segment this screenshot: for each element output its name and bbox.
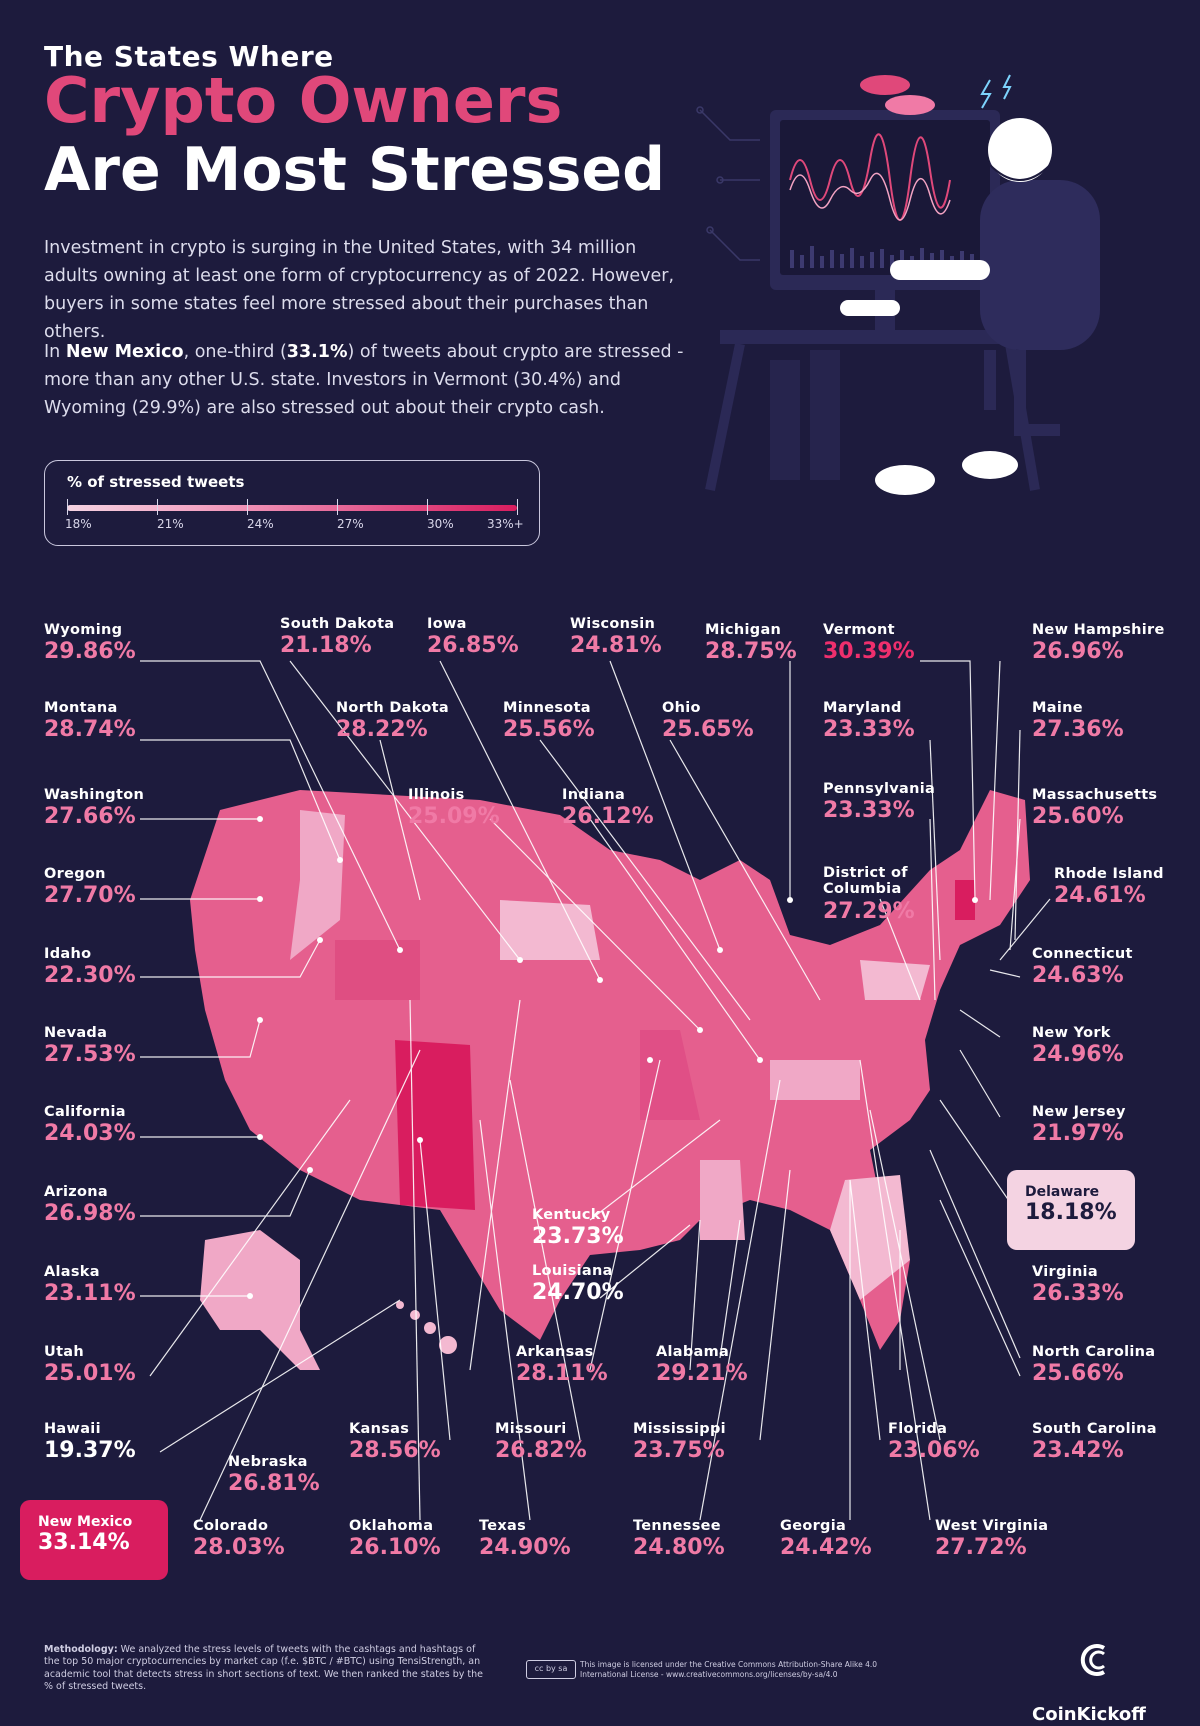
state-label-florida: Florida 23.06% [888,1421,980,1463]
intro-paragraph-1: Investment in crypto is surging in the U… [44,238,675,342]
intro-paragraph-2: In New Mexico, one-third (33.1%) of twee… [44,342,684,418]
alaska-shape [200,1230,320,1370]
state-label-texas: Texas 24.90% [479,1518,571,1560]
license-text: This image is licensed under the Creativ… [580,1660,878,1679]
vermont-region [955,880,975,920]
state-label-new-jersey: New Jersey 21.97% [1032,1104,1126,1146]
title-line-3: Are Most Stressed [44,135,666,205]
legend-tick-label: 30% [427,517,454,531]
new-mexico-region [395,1040,475,1210]
state-label-south-carolina: South Carolina 23.42% [1032,1421,1157,1463]
mississippi-region [700,1160,745,1240]
state-label-tennessee: Tennessee 24.80% [633,1518,725,1560]
state-label-illinois: Illinois 25.09% [408,787,500,829]
state-label-montana: Montana 28.74% [44,700,136,742]
state-label-pennsylvania: Pennsylvania 23.33% [823,781,936,823]
idaho-region [290,810,345,960]
state-label-minnesota: Minnesota 25.56% [503,700,595,742]
state-label-new-mexico: New Mexico 33.14% [20,1500,168,1580]
coinkickoff-logo-icon [1080,1644,1106,1676]
state-label-north-dakota: North Dakota 28.22% [336,700,449,742]
legend-tick [247,499,248,515]
state-label-alabama: Alabama 29.21% [656,1344,748,1386]
person-at-computer-illustration [696,74,1100,495]
south-dakota-region [500,900,600,960]
state-label-oklahoma: Oklahoma 26.10% [349,1518,441,1560]
state-label-missouri: Missouri 26.82% [495,1421,587,1463]
state-label-idaho: Idaho 22.30% [44,946,136,988]
state-label-connecticut: Connecticut 24.63% [1032,946,1133,988]
state-label-california: California 24.03% [44,1104,136,1146]
legend-title: % of stressed tweets [67,473,245,491]
state-label-massachusetts: Massachusetts 25.60% [1032,787,1158,829]
state-label-indiana: Indiana 26.12% [562,787,654,829]
pennsylvania-region [860,960,930,1000]
brand-name: CoinKickoff [1032,1704,1146,1725]
state-label-washington: Washington 27.66% [44,787,145,829]
state-label-west-virginia: West Virginia 27.72% [935,1518,1049,1560]
legend-tick [337,499,338,515]
state-label-michigan: Michigan 28.75% [705,622,797,664]
state-label-utah: Utah 25.01% [44,1344,136,1386]
state-label-maryland: Maryland 23.33% [823,700,915,742]
state-label-nebraska: Nebraska 26.81% [228,1454,320,1496]
state-label-oregon: Oregon 27.70% [44,866,136,908]
legend-tick [517,499,518,515]
cc-license-badge: cc by sa [526,1660,576,1679]
state-dots [247,816,978,1299]
state-label-kansas: Kansas 28.56% [349,1421,441,1463]
hawaii-shape [396,1301,457,1354]
missouri-region [640,1030,700,1120]
legend-tick [67,499,68,515]
legend-tick-label: 18% [65,517,92,531]
state-label-nevada: Nevada 27.53% [44,1025,136,1067]
leader-lines [140,660,1051,1521]
state-label-district-of-columbia: District of Columbia 27.29% [823,865,915,924]
state-label-georgia: Georgia 24.42% [780,1518,872,1560]
us-mainland-shape [190,790,1030,1350]
state-label-hawaii: Hawaii 19.37% [44,1421,136,1463]
state-label-virginia: Virginia 26.33% [1032,1264,1124,1306]
state-label-ohio: Ohio 25.65% [662,700,754,742]
legend-tick [157,499,158,515]
legend-tick-label: 21% [157,517,184,531]
state-label-new-york: New York 24.96% [1032,1025,1124,1067]
state-label-colorado: Colorado 28.03% [193,1518,285,1560]
state-label-louisiana: Louisiana 24.70% [532,1263,624,1305]
methodology-text: Methodology: We analyzed the stress leve… [44,1644,484,1693]
state-label-south-dakota: South Dakota 21.18% [280,616,395,658]
title-line-1: The States Where [44,40,334,73]
state-label-rhode-island: Rhode Island 24.61% [1054,866,1164,908]
state-label-mississippi: Mississippi 23.75% [633,1421,726,1463]
legend-tick-label: 24% [247,517,274,531]
state-label-alaska: Alaska 23.11% [44,1264,136,1306]
state-label-kentucky: Kentucky 23.73% [532,1207,624,1249]
legend-tick-label: 33%+ [487,517,524,531]
legend-gradient-bar [67,505,517,511]
state-label-maine: Maine 27.36% [1032,700,1124,742]
state-label-arkansas: Arkansas 28.11% [516,1344,608,1386]
state-label-wisconsin: Wisconsin 24.81% [570,616,662,658]
legend-tick-label: 27% [337,517,364,531]
wyoming-region [335,940,420,1000]
legend-box: % of stressed tweets 18% 21% 24% 27% 30%… [44,460,540,546]
state-label-new-hampshire: New Hampshire 26.96% [1032,622,1165,664]
state-label-north-carolina: North Carolina 25.66% [1032,1344,1156,1386]
state-label-arizona: Arizona 26.98% [44,1184,136,1226]
legend-tick [427,499,428,515]
kentucky-region [770,1060,860,1100]
state-label-iowa: Iowa 26.85% [427,616,519,658]
state-label-wyoming: Wyoming 29.86% [44,622,136,664]
state-label-vermont: Vermont 30.39% [823,622,915,664]
state-label-delaware: Delaware 18.18% [1007,1170,1135,1250]
title-line-2: Crypto Owners [44,64,563,137]
